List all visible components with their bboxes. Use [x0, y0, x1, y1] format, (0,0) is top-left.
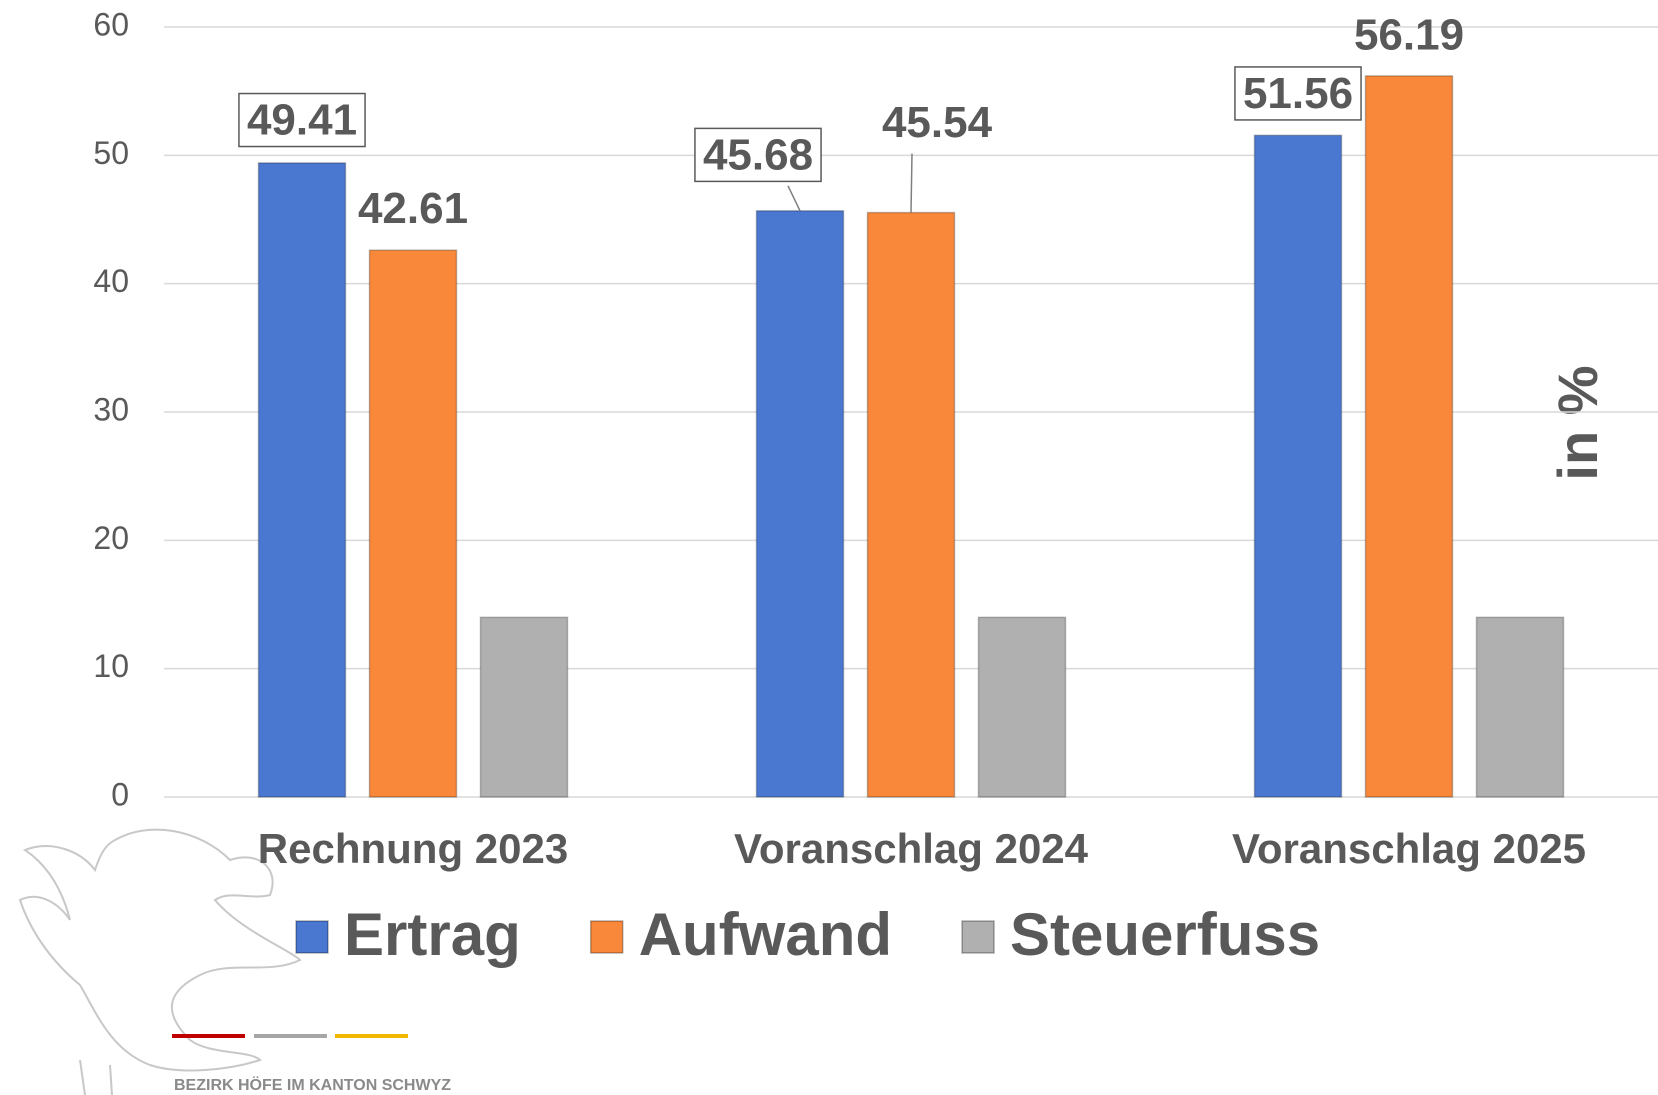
y-tick-label: 10	[93, 648, 129, 684]
data-label: 49.41	[247, 96, 357, 145]
bar	[368, 249, 458, 798]
bar	[1253, 134, 1343, 798]
bar	[257, 162, 347, 798]
leader-line	[910, 153, 913, 213]
bar	[1475, 616, 1565, 798]
x-tick-label: Voranschlag 2024	[734, 825, 1089, 872]
y-tick-label: 30	[93, 391, 129, 427]
legend-label: Ertrag	[344, 901, 521, 968]
bar	[1364, 75, 1454, 798]
bar	[479, 616, 569, 798]
legend-label: Aufwand	[639, 901, 892, 968]
y-tick-label: 20	[93, 520, 129, 556]
bar	[755, 210, 845, 798]
bar	[866, 211, 956, 798]
y-tick-label: 0	[111, 776, 129, 812]
leader-line	[787, 185, 801, 212]
legend-label: Steuerfuss	[1010, 901, 1320, 968]
y-tick-label: 40	[93, 263, 129, 299]
bar	[977, 616, 1067, 798]
y-tick-label: 50	[93, 135, 129, 171]
x-tick-label: Voranschlag 2025	[1232, 825, 1586, 872]
label-box	[1234, 66, 1362, 121]
label-box	[694, 127, 822, 183]
x-tick-label: Rechnung 2023	[258, 825, 568, 872]
data-label: 51.56	[1243, 69, 1353, 118]
legend-swatch	[589, 920, 624, 954]
label-box	[238, 92, 366, 148]
data-label: 45.68	[703, 130, 813, 179]
y-tick-label: 60	[93, 6, 129, 42]
data-label: 42.61	[358, 184, 468, 233]
unit-annotation: in %	[1546, 365, 1609, 480]
data-label: 56.19	[1354, 11, 1464, 60]
legend-swatch	[295, 920, 329, 954]
logo	[18, 828, 302, 1095]
footer: BEZIRK HÖFE IM KANTON SCHWYZ	[174, 1075, 451, 1094]
data-label: 45.54	[882, 98, 993, 147]
legend-swatch	[961, 920, 995, 954]
